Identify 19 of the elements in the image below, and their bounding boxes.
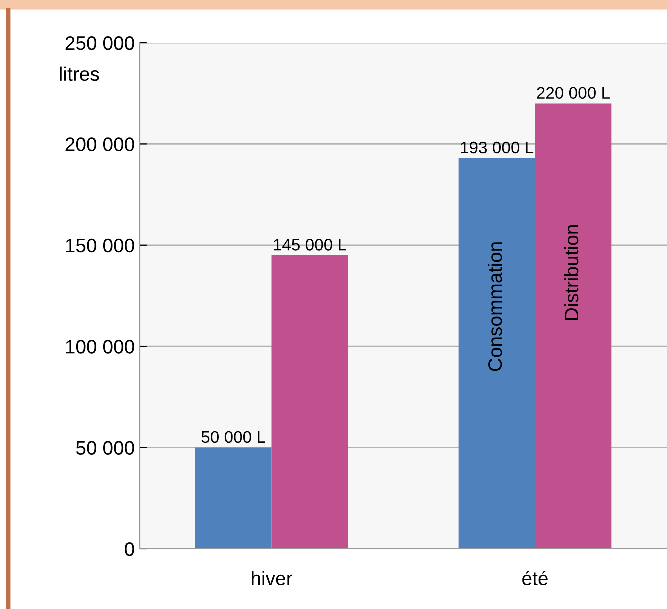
data-label: 145 000 L (274, 239, 346, 251)
data-label: 50 000 L (202, 431, 266, 444)
x-tick-label: été (522, 570, 548, 586)
y-tick-label: 100 000 (66, 340, 134, 354)
data-label: 193 000 L (461, 142, 534, 154)
y-tick-label: 150 000 (66, 238, 134, 253)
data-label: 220 000 L (537, 87, 610, 100)
y-tick-label: 250 000 (66, 36, 134, 50)
y-tick-label: 0 (125, 542, 134, 556)
bar (195, 448, 272, 549)
y-axis-title: litres (60, 66, 100, 82)
series-label: Distribution (564, 226, 579, 320)
y-tick-label: 200 000 (66, 138, 134, 152)
bar (272, 256, 348, 549)
bar (535, 104, 612, 549)
y-tick-label: 50 000 (76, 441, 134, 456)
series-label: Consommation (488, 242, 502, 372)
bar (458, 158, 536, 549)
x-tick-label: hiver (252, 571, 292, 586)
